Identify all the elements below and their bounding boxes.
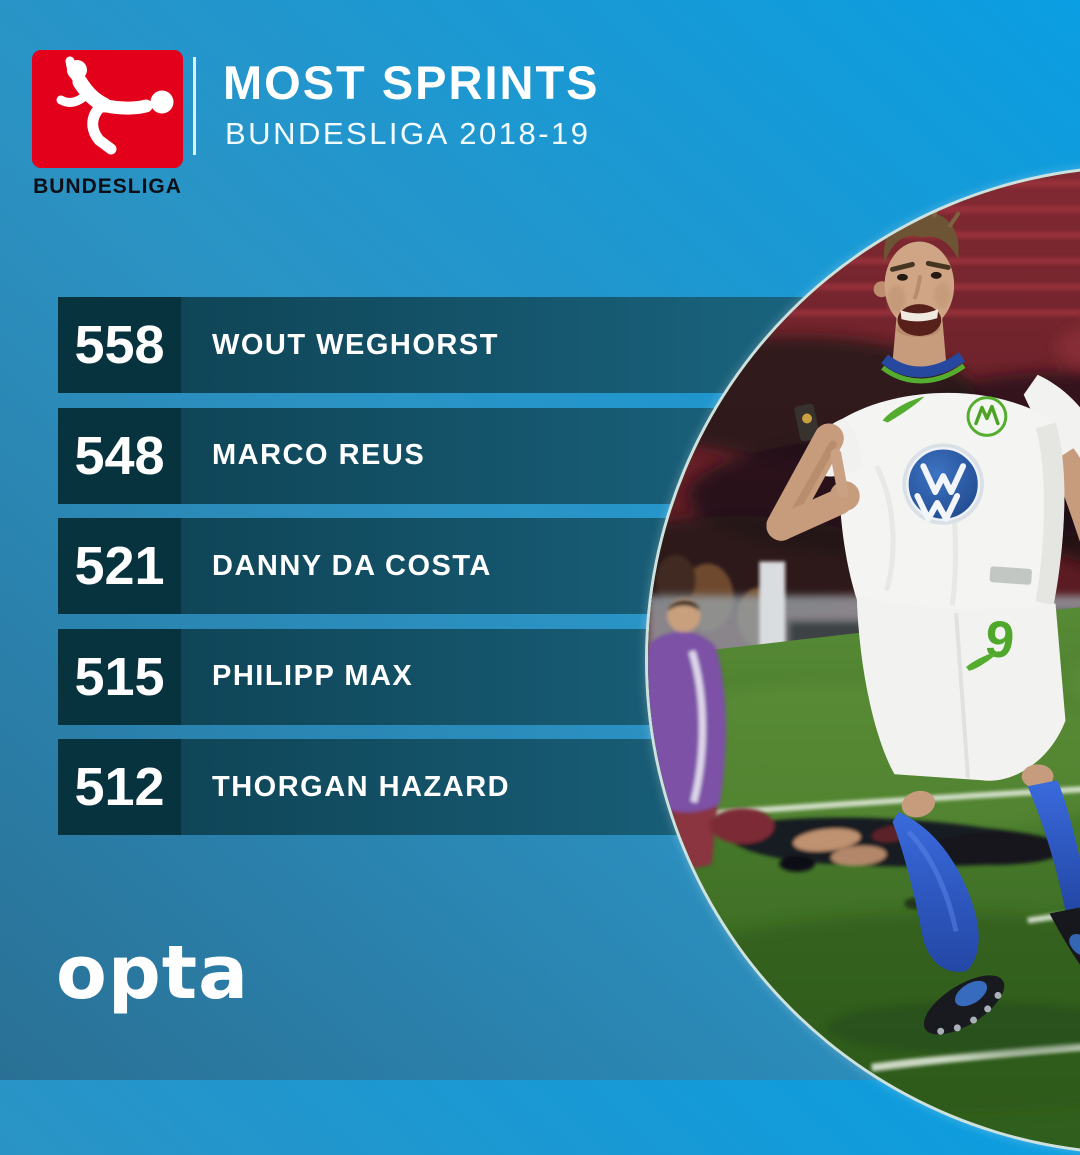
opta-logo: opta	[56, 930, 250, 1016]
vw-badge-icon	[902, 443, 984, 525]
sprint-count: 515	[58, 628, 181, 725]
nose	[912, 275, 923, 301]
far-sock	[1027, 780, 1080, 912]
near-forearm	[768, 489, 852, 541]
ranking-row: 558 WOUT WEGHORST	[58, 297, 810, 393]
sprint-count: 558	[58, 297, 181, 393]
shorts-swoosh-icon	[966, 651, 1000, 671]
stadium-pillar	[759, 561, 786, 652]
bundesliga-wordmark: BUNDESLIGA	[33, 175, 182, 198]
near-knee	[901, 790, 936, 818]
page-subtitle: BUNDESLIGA 2018-19	[225, 116, 591, 151]
infographic-canvas: BUNDESLIGA MOST SPRINTS BUNDESLIGA 2018-…	[32, 50, 1080, 1155]
eye	[930, 271, 942, 279]
sprint-count: 521	[58, 518, 181, 614]
teeth	[900, 309, 939, 322]
near-sock	[892, 812, 979, 972]
jersey-hem-tag	[989, 566, 1032, 585]
player-name: WOUT WEGHORST	[181, 297, 810, 393]
collar-navy-trim	[881, 352, 966, 378]
eyebrows	[890, 260, 951, 272]
bundesliga-logo-icon	[32, 50, 183, 168]
far-sleeve	[1023, 374, 1080, 465]
fallen-player-figure	[710, 808, 1074, 872]
nike-swoosh-icon	[882, 396, 925, 423]
sprint-count: 548	[58, 407, 181, 504]
football-icon	[150, 90, 174, 114]
far-knee	[1021, 764, 1054, 789]
kicking-player-icon	[56, 56, 153, 155]
bundesliga-logo: BUNDESLIGA	[32, 50, 183, 199]
collar-green-trim	[881, 363, 966, 384]
far-boot	[1049, 907, 1080, 965]
eye	[896, 273, 908, 281]
player-figure: VW	[766, 195, 1080, 1035]
header-divider	[193, 57, 196, 155]
near-boot	[923, 975, 1005, 1035]
wolfsburg-badge-icon	[966, 396, 1008, 437]
pointing-finger	[830, 448, 849, 498]
page-title: MOST SPRINTS	[223, 56, 600, 109]
sprint-count: 512	[58, 739, 181, 835]
